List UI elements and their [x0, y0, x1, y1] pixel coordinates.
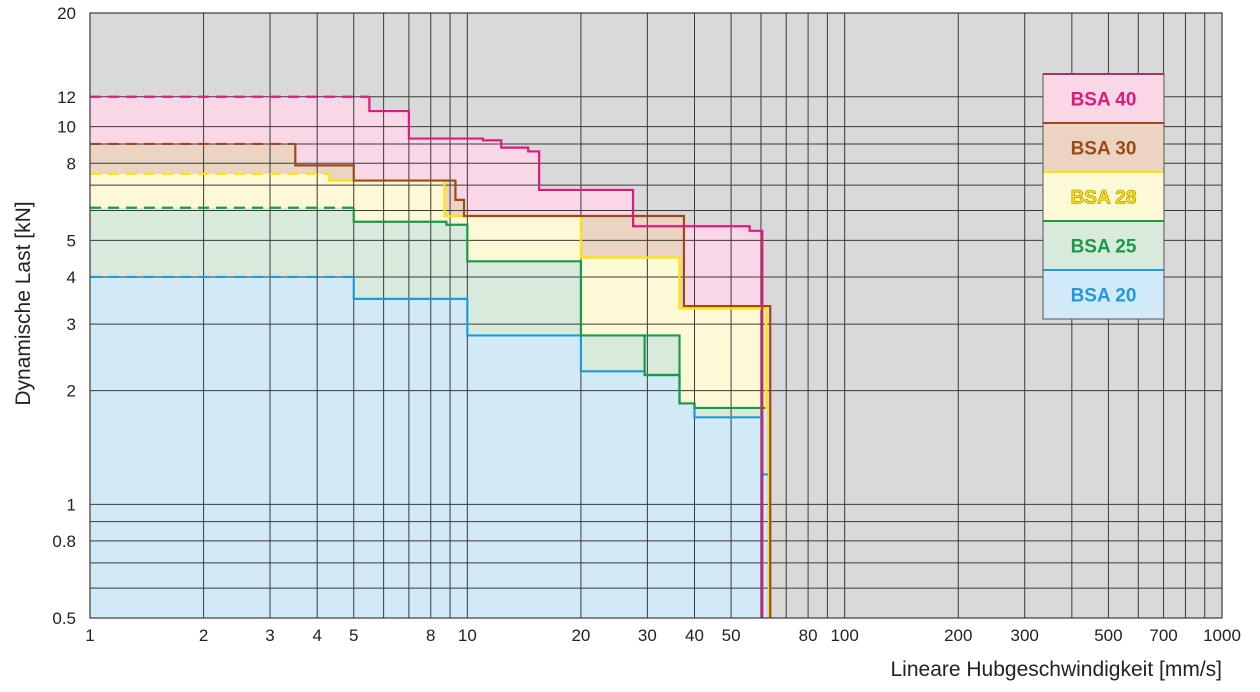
x-tick-label: 500: [1094, 626, 1122, 645]
legend-border: [1042, 73, 1165, 320]
y-tick-label: 3: [67, 315, 76, 334]
x-tick-label: 8: [426, 626, 435, 645]
x-axis-ticks: 1 2 3 4 5 8 10 20 30 40 50 80 100 200 300 500 700 1000: [85, 626, 1241, 645]
x-axis-label: Lineare Hubgeschwindigkeit [mm/s]: [891, 658, 1223, 681]
legend-swatch-bsa-25: [1043, 221, 1164, 270]
y-tick-label: 2: [67, 382, 76, 401]
legend-label-bsa-30: BSA 30: [1071, 139, 1137, 160]
x-tick-label: 10: [458, 626, 477, 645]
series-line-bsa-30: [294, 143, 772, 618]
x-tick-label: 30: [638, 626, 657, 645]
grid-lines: [90, 13, 1222, 618]
series-line-bsa-25: [352, 207, 771, 618]
x-tick-label: 300: [1011, 626, 1039, 645]
x-tick-label: 40: [685, 626, 704, 645]
x-tick-label: 4: [312, 626, 321, 645]
x-tick-label: 50: [722, 626, 741, 645]
x-tick-label: 2: [199, 626, 208, 645]
y-tick-label: 8: [67, 154, 76, 173]
y-tick-label: 4: [67, 268, 76, 287]
legend-swatch-bsa-20: [1043, 270, 1164, 319]
legend-label-bsa-40: BSA 40: [1071, 90, 1137, 111]
series-fills: [90, 96, 771, 619]
series-lines: [90, 95, 772, 618]
series-fill-bsa-20: [90, 276, 769, 618]
plot-border: [89, 12, 1223, 619]
x-tick-label: 700: [1149, 626, 1177, 645]
legend: BSA 40 BSA 30 BSA 28 BSA 25 BSA 20: [1042, 73, 1165, 320]
legend-label-bsa-20: BSA 20: [1071, 286, 1137, 307]
y-tick-label: 1: [67, 495, 76, 514]
legend-label-bsa-28: BSA 28: [1071, 188, 1137, 209]
legend-swatch-bsa-30: [1043, 123, 1164, 172]
x-tick-label: 80: [799, 626, 818, 645]
y-tick-label: 0.5: [52, 609, 76, 628]
series-line-bsa-40: [368, 96, 764, 618]
legend-label-bsa-25: BSA 25: [1071, 237, 1137, 258]
y-tick-label: 12: [57, 88, 76, 107]
x-tick-label: 1: [85, 626, 94, 645]
x-tick-label: 1000: [1203, 626, 1241, 645]
legend-swatch-bsa-28: [1043, 172, 1164, 221]
x-tick-label: 20: [571, 626, 590, 645]
y-axis-label: Dynamische Last [kN]: [12, 201, 35, 405]
x-tick-label: 200: [944, 626, 972, 645]
legend-swatch-bsa-40: [1043, 74, 1164, 123]
y-tick-label: 10: [57, 118, 76, 137]
x-tick-label: 3: [265, 626, 274, 645]
x-tick-label: 5: [349, 626, 358, 645]
y-tick-label: 0.8: [52, 532, 76, 551]
y-tick-label: 5: [67, 231, 76, 250]
y-tick-label: 20: [57, 4, 76, 23]
x-tick-label: 100: [830, 626, 858, 645]
